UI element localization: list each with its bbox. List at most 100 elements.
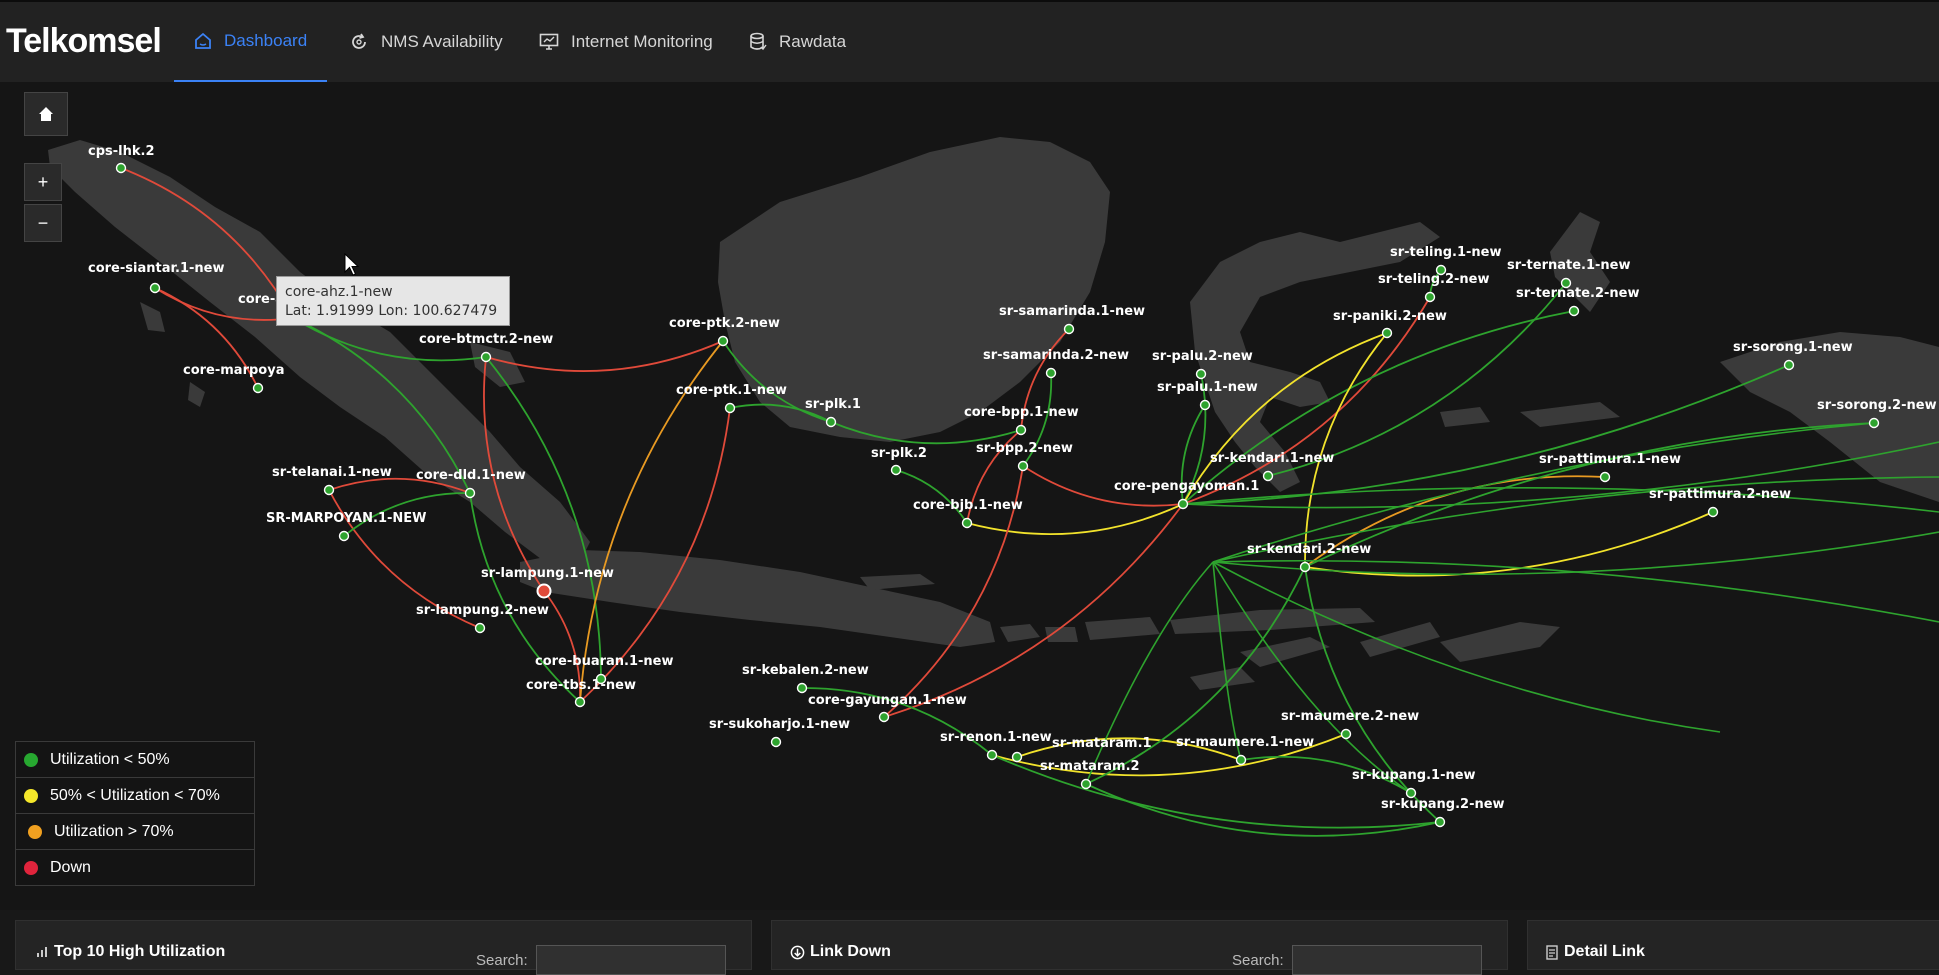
node-marker[interactable] [1405,787,1417,799]
node-marker[interactable] [1381,327,1393,339]
link-red[interactable] [485,340,724,372]
map-node[interactable]: sr-maumere.1-new [1176,735,1314,766]
link-red[interactable] [966,429,1022,524]
link-green[interactable] [1182,310,1575,505]
link-green[interactable] [1304,422,1875,568]
link-green[interactable] [1212,476,1939,563]
link-green[interactable] [895,469,968,524]
zoom-in-button[interactable]: + [24,163,62,201]
map-node[interactable]: sr-kendari.1-new [1210,451,1334,482]
node-marker[interactable] [878,711,890,723]
link-green[interactable] [1085,561,1214,785]
link-green[interactable] [1212,561,1412,794]
map-node[interactable]: sr-plk.1 [805,397,861,428]
link-green[interactable] [1182,441,1939,509]
map-node[interactable]: sr-sorong.1-new [1733,340,1853,371]
map-node[interactable]: sr-ternate.1-new [1507,258,1631,289]
node-marker[interactable] [1015,424,1027,436]
map-node[interactable]: sr-sorong.2-new [1817,398,1937,429]
node-marker[interactable] [1299,561,1311,573]
map-node[interactable]: core-dld.1-new [416,468,526,499]
link-green[interactable] [469,492,581,703]
map-node[interactable]: sr-samarinda.1-new [999,304,1145,335]
map-node[interactable]: sr-paniki.2-new [1333,309,1447,339]
map-node[interactable]: sr-renon.1-new [940,730,1052,761]
map-node[interactable]: sr-ternate.2-new [1516,286,1640,317]
link-green[interactable] [991,754,1441,829]
link-green[interactable] [1240,755,1412,794]
node-marker[interactable] [1080,778,1092,790]
node-marker[interactable] [961,517,973,529]
network-map[interactable]: cps-lhk.2 core-siantar.1-new core-ahz.1-ne… [0,82,1939,910]
node-marker[interactable] [1424,291,1436,303]
link-yellow[interactable] [991,733,1347,777]
map-node[interactable]: core-tbs.1-new [526,678,636,708]
map-node[interactable]: sr-kupang.1-new [1352,768,1476,799]
link-green[interactable] [1212,559,1939,623]
node-marker[interactable] [595,673,607,685]
map-node[interactable]: core-ptk.1-new [676,383,787,414]
map-node[interactable]: cps-lhk.2 [88,144,155,174]
map-node[interactable]: sr-plk.2 [871,446,927,476]
link-green[interactable] [1267,282,1567,477]
map-node[interactable]: sr-maumere.2-new [1281,709,1419,740]
link-green[interactable] [1212,561,1721,733]
map-node[interactable]: core-buaran.1-new [535,654,674,685]
map-node[interactable]: sr-palu.1-new [1157,380,1258,411]
zoom-out-button[interactable]: − [24,204,62,242]
node-marker[interactable] [1011,751,1023,763]
link-green[interactable] [1022,372,1053,467]
link-red[interactable] [1020,328,1070,431]
node-marker[interactable] [986,749,998,761]
node-marker[interactable] [1017,460,1029,472]
node-marker[interactable] [1568,305,1580,317]
node-marker[interactable] [1599,471,1611,483]
link-red[interactable] [1022,465,1184,507]
link-red[interactable] [154,287,294,321]
nav-nms-availability[interactable]: NMS Availability [349,2,503,82]
node-marker[interactable] [825,416,837,428]
node-marker[interactable] [1177,498,1189,510]
node-marker[interactable] [796,682,808,694]
link-green[interactable] [1212,422,1875,563]
map-node[interactable]: core-btmctr.2-new [419,332,553,363]
map-node[interactable]: core-gayungan.1-new [808,693,967,723]
link-green[interactable] [343,492,471,537]
map-node[interactable]: sr-samarinda.2-new [983,348,1129,379]
link-green[interactable] [292,317,487,362]
nav-internet-monitoring[interactable]: Internet Monitoring [539,2,713,82]
node-marker[interactable] [574,696,586,708]
node-marker[interactable] [252,382,264,394]
link-red[interactable] [154,287,259,389]
link-green[interactable] [1304,566,1441,823]
map-node[interactable]: core-bjb.1-new [913,498,1023,529]
link-red[interactable] [579,407,731,703]
map-node[interactable]: sr-pattimura.1-new [1539,452,1681,483]
brand-logo[interactable]: Telkomsel [6,22,162,60]
nav-dashboard[interactable]: Dashboard [174,2,328,82]
node-marker[interactable] [724,402,736,414]
node-marker[interactable] [149,282,161,294]
link-red[interactable] [483,356,545,592]
node-marker[interactable] [536,583,552,599]
link-red[interactable] [328,489,481,629]
link-red[interactable] [328,477,471,494]
link-green[interactable] [801,687,993,756]
link-red[interactable] [883,465,1024,718]
map-node[interactable]: sr-teling.1-new [1390,245,1502,276]
node-marker[interactable] [480,351,492,363]
link-green[interactable] [1182,364,1790,505]
node-marker[interactable] [464,487,476,499]
node-marker[interactable] [1435,264,1447,276]
link-green[interactable] [1180,404,1206,505]
node-marker[interactable] [1045,367,1057,379]
map-node[interactable]: sr-teling.2-new [1378,272,1490,303]
node-marker[interactable] [1783,359,1795,371]
node-marker[interactable] [1434,816,1446,828]
node-marker[interactable] [1707,506,1719,518]
map-node[interactable]: core-siantar.1-new [88,261,225,294]
link-green[interactable] [1085,566,1306,785]
node-marker[interactable] [1340,728,1352,740]
search-input[interactable] [1291,945,1482,975]
node-marker[interactable] [1560,277,1572,289]
